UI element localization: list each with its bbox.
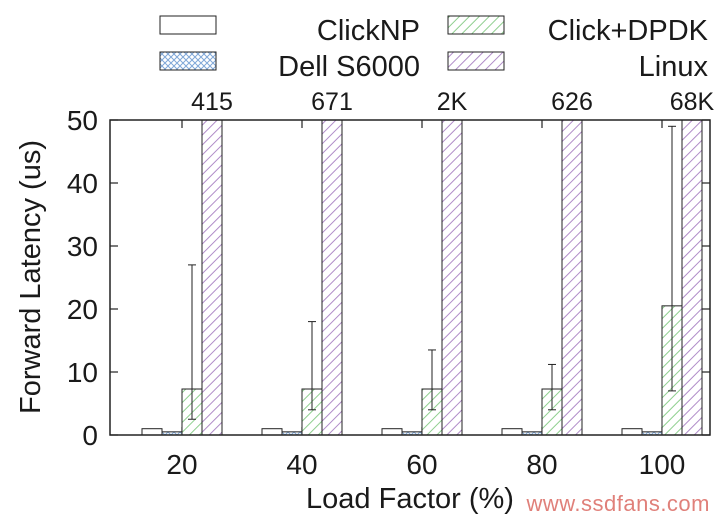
legend-swatch: [159, 51, 217, 71]
bar-clicknp: [381, 428, 403, 436]
bar-value-label: 626: [551, 88, 593, 116]
y-tick-label: 0: [82, 420, 98, 451]
watermark: www.ssdfans.com: [526, 491, 710, 516]
bar-value-label: 68K: [670, 88, 715, 116]
y-tick-label: 20: [67, 294, 98, 325]
bar-value-label: 2K: [437, 88, 468, 116]
bar-linux: [321, 119, 343, 436]
y-tick-label: 30: [67, 231, 98, 262]
legend-swatch: [159, 15, 217, 35]
bar-value-label: 415: [191, 88, 233, 116]
bar-linux: [441, 119, 463, 436]
legend-label: Linux: [639, 51, 709, 83]
y-tick-label: 50: [67, 105, 98, 136]
bar-value-label: 671: [311, 88, 353, 116]
bar-linux: [681, 119, 703, 436]
bar-linux: [561, 119, 583, 436]
bar-clicknp: [501, 428, 523, 436]
y-axis-title: Forward Latency (us): [15, 140, 47, 414]
legend-swatch: [447, 51, 505, 71]
plot-frame: [109, 119, 711, 436]
legend-label: Dell S6000: [278, 51, 420, 83]
x-tick-label: 80: [526, 449, 557, 480]
bar-clicknp: [621, 428, 643, 436]
x-tick-label: 20: [166, 449, 197, 480]
x-axis-title: Load Factor (%): [306, 483, 514, 515]
y-tick-label: 40: [67, 168, 98, 199]
bar-clicknp: [261, 428, 283, 436]
x-tick-label: 100: [639, 449, 686, 480]
x-tick-label: 60: [406, 449, 437, 480]
x-tick-label: 40: [286, 449, 317, 480]
legend-swatch: [447, 15, 505, 35]
legend-label: ClickNP: [317, 15, 420, 47]
legend-label: Click+DPDK: [548, 15, 709, 47]
bar-linux: [201, 119, 223, 436]
y-tick-label: 10: [67, 357, 98, 388]
bar-clicknp: [141, 428, 163, 436]
legend: ClickNP Dell S6000 Click+DPDK Linux: [159, 15, 709, 83]
